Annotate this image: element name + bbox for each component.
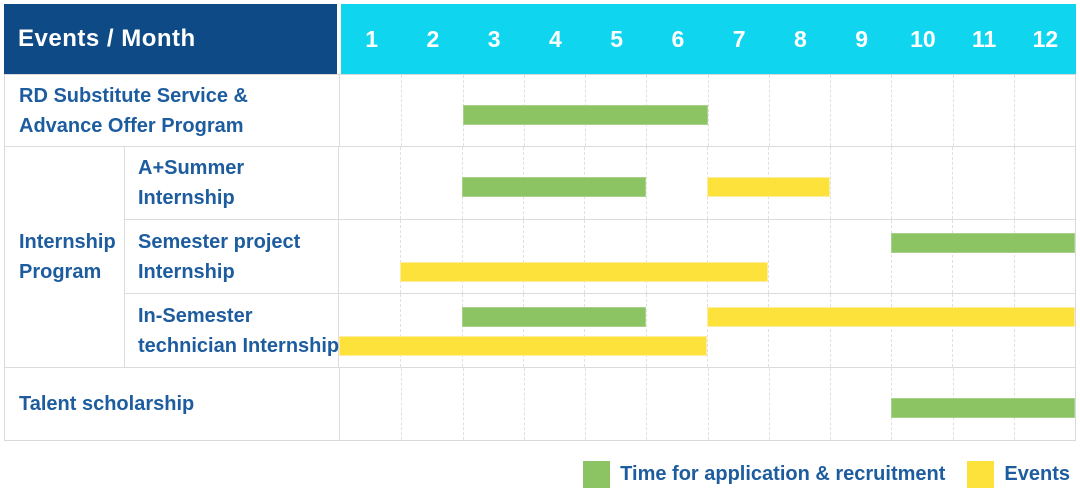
table-row: A+Summer Internship [125, 147, 1075, 220]
table-row: Semester project Internship [125, 220, 1075, 294]
month-gridline [768, 220, 770, 293]
application-color-swatch [583, 461, 611, 488]
month-gridline [523, 294, 524, 367]
row-label-in-semester-technician-internship: In-Semester technician Internship [125, 294, 339, 367]
events-month-header-label: Events / Month [18, 25, 196, 52]
row-label-a-plus-summer-internship: A+Summer Internship [125, 147, 339, 219]
month-gridline [646, 368, 648, 440]
month-gridline [584, 220, 586, 293]
legend-item-events: Events [967, 461, 1070, 488]
month-gridline [829, 147, 831, 219]
application-recruitment-bar [891, 233, 1075, 253]
events-month-header-cell: Events / Month [4, 4, 337, 74]
table-row: RD Substitute Service & Advance Offer Pr… [5, 75, 1075, 147]
month-gridline [891, 294, 892, 367]
event-bar [400, 262, 769, 282]
month-gridline [707, 75, 709, 146]
month-gridline [400, 147, 402, 219]
month-gridline [461, 220, 463, 293]
legend-label-events: Events [1004, 463, 1070, 485]
timeline-row [339, 147, 1075, 219]
application-recruitment-bar [891, 398, 1075, 418]
month-label: 7 [732, 25, 746, 52]
month-gridline [1013, 75, 1015, 146]
legend-item-application: Time for application & recruitment [583, 461, 945, 488]
events-color-swatch [967, 461, 995, 488]
month-gridline [585, 368, 586, 440]
month-label: 2 [426, 25, 440, 52]
month-gridline [645, 294, 647, 367]
month-gridline [401, 368, 403, 440]
event-bar [707, 177, 830, 197]
month-label: 4 [548, 25, 562, 52]
row-label-talent-scholarship: Talent scholarship [5, 368, 340, 440]
month-gridline [830, 75, 831, 146]
schedule-table: RD Substitute Service & Advance Offer Pr… [4, 74, 1076, 441]
timeline-row [340, 368, 1075, 440]
month-label: 6 [671, 25, 685, 52]
month-gridline [707, 368, 709, 440]
month-gridline [1013, 220, 1015, 293]
month-gridline [830, 368, 831, 440]
month-gridline [768, 368, 770, 440]
month-gridline [401, 75, 403, 146]
application-recruitment-bar [461, 177, 646, 197]
month-gridline [952, 294, 954, 367]
event-bar [339, 336, 707, 356]
month-gridline [952, 75, 954, 146]
legend-label-application: Time for application & recruitment [620, 463, 946, 485]
month-label: 8 [793, 25, 807, 52]
legend: Time for application & recruitment Event… [561, 461, 1070, 488]
month-gridline [891, 220, 892, 293]
month-gridline [523, 368, 525, 440]
month-gridline [829, 220, 831, 293]
month-gridline [768, 294, 770, 367]
month-label: 11 [971, 25, 997, 52]
timeline-row [339, 220, 1075, 293]
month-gridline [584, 294, 586, 367]
month-header-row: 1 2 3 4 5 6 7 8 9 10 11 12 [341, 4, 1076, 74]
month-gridline [400, 220, 402, 293]
event-bar [707, 307, 1075, 327]
month-label: 9 [855, 25, 869, 52]
month-gridline [523, 220, 524, 293]
month-gridline [1013, 294, 1015, 367]
month-gridline [645, 220, 647, 293]
month-gridline [829, 294, 831, 367]
month-gridline [707, 220, 708, 293]
group-label-internship-program: Internship Program [5, 147, 125, 367]
month-gridline [645, 147, 647, 219]
month-gridline [768, 75, 770, 146]
month-gridline [952, 147, 954, 219]
table-row: In-Semester technician Internship [125, 294, 1075, 367]
month-gridline [707, 294, 708, 367]
month-label: 10 [910, 25, 936, 52]
month-label: 12 [1032, 25, 1059, 52]
month-gridline [891, 75, 893, 146]
month-label: 1 [365, 25, 379, 52]
month-gridline [400, 294, 402, 367]
table-row: Talent scholarship [5, 368, 1075, 440]
month-gridline [891, 147, 892, 219]
timeline-row [340, 75, 1075, 146]
month-label: 3 [487, 25, 501, 52]
month-label: 5 [610, 25, 624, 52]
month-gridline [461, 294, 463, 367]
application-recruitment-bar [462, 105, 708, 125]
row-label-semester-project-internship: Semester project Internship [125, 220, 339, 293]
month-gridline [952, 220, 954, 293]
month-gridline [1013, 147, 1015, 219]
month-gridline [462, 368, 464, 440]
internship-program-group: Internship Program A+Summer Internship S… [5, 147, 1075, 368]
row-label-rd-substitute-service: RD Substitute Service & Advance Offer Pr… [5, 75, 340, 146]
timeline-row [339, 294, 1075, 367]
application-recruitment-bar [461, 307, 646, 327]
